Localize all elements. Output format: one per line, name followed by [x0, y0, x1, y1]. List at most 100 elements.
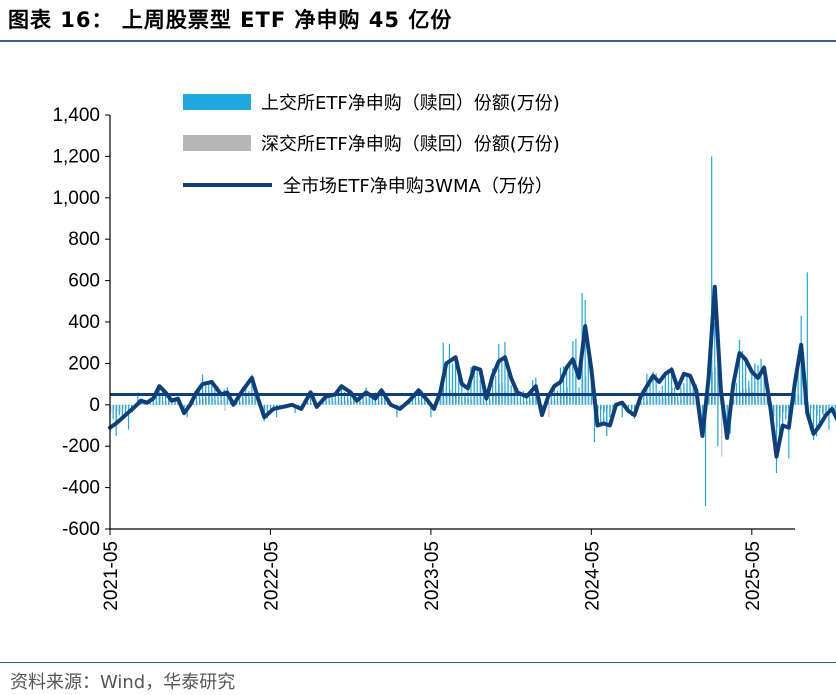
sz-bar [276, 404, 278, 407]
sh-bar [195, 396, 197, 405]
sz-bar [113, 404, 115, 410]
sh-bar [569, 363, 571, 405]
sh-bar-spike [812, 404, 815, 440]
sh-bar [572, 341, 574, 405]
sz-bar [727, 404, 729, 416]
sh-bar [485, 398, 488, 405]
sh-bar-spike [201, 392, 204, 405]
sz-bar [665, 397, 667, 405]
sz-bar [576, 396, 578, 405]
sh-bar [566, 367, 568, 405]
sh-bar [479, 379, 481, 405]
sh-bar [658, 390, 660, 405]
legend: 上交所ETF净申购（赎回）份额(万份) 深交所ETF净申购（赎回）份额(万份) 全市… [183, 93, 560, 197]
axes-layer: -600 -400 -200 0 200 400 600 800 1,000 1,200 1,400… [52, 105, 795, 611]
sh-bar [155, 389, 157, 405]
sz-bar [644, 402, 646, 405]
sh-bar [504, 341, 506, 405]
sz-bar [162, 401, 164, 405]
sh-bar [587, 342, 589, 405]
sz-bar [813, 404, 815, 410]
sh-bar [346, 395, 349, 405]
sz-bar [628, 404, 630, 406]
sh-bar [334, 396, 336, 405]
sh-bar [245, 389, 247, 405]
sz-bar [397, 404, 399, 406]
sh-bar [201, 374, 204, 405]
x-tick-label: 2023-05 [422, 541, 443, 611]
sh-bar [819, 404, 821, 430]
sz-bar [372, 402, 374, 405]
sz-bar [246, 395, 248, 405]
sz-bar [122, 404, 124, 409]
sz-bar [341, 401, 343, 405]
sz-bar [591, 397, 593, 405]
sh-bar [519, 394, 521, 405]
sh-bar [488, 388, 491, 405]
sh-bar-spike [473, 365, 475, 405]
sz-bar [474, 396, 476, 405]
sz-bar [733, 399, 735, 405]
sz-bar [458, 393, 460, 405]
sz-bar [193, 403, 195, 405]
sz-bar [116, 404, 118, 411]
sz-bar [119, 404, 121, 413]
y-tick-label: 800 [68, 229, 100, 250]
legend-label: 全市场ETF净申购3WMA（万份） [283, 176, 553, 197]
title-rule [0, 40, 836, 42]
sh-bar [220, 396, 222, 405]
sz-bar [816, 404, 818, 417]
sz-bar [761, 397, 763, 405]
sz-bar [653, 399, 655, 405]
sz-bar [242, 398, 244, 405]
sz-bar [156, 401, 158, 405]
sz-bar [412, 403, 414, 405]
sh-bar-spike [711, 156, 713, 405]
sh-bar-spike [276, 404, 278, 418]
sz-bar [523, 401, 525, 405]
sh-bar [118, 404, 120, 416]
legend-label: 上交所ETF净申购（赎回）份额(万份) [261, 93, 560, 114]
y-tick-label: 600 [68, 271, 100, 292]
sh-bar [411, 395, 413, 405]
sh-bar [667, 370, 670, 405]
sh-bar [124, 404, 127, 414]
sz-bar [650, 393, 652, 405]
sz-bar [718, 389, 720, 405]
sh-bar [738, 339, 741, 405]
sh-bar-spike [788, 404, 790, 459]
sh-bar [365, 387, 367, 405]
sz-bar-spike [548, 404, 550, 418]
y-tick-label: -600 [62, 519, 100, 540]
sz-bar-spike [175, 398, 177, 405]
sh-bar [785, 404, 787, 420]
sz-bar [483, 401, 485, 405]
sh-bar [353, 395, 355, 405]
sz-bar [446, 392, 448, 405]
sh-bar [680, 387, 682, 405]
sz-bar [597, 404, 599, 412]
sh-bar [603, 404, 605, 426]
sz-bar [566, 387, 568, 405]
sh-bar-spike [717, 404, 719, 447]
x-tick-label: 2024-05 [582, 541, 603, 611]
sz-bar [548, 401, 550, 405]
sh-bar [825, 404, 827, 414]
sh-bar [168, 398, 170, 405]
sz-bar [209, 395, 211, 405]
sz-bar [659, 399, 661, 405]
sz-bar [687, 395, 689, 405]
sh-bar [458, 371, 460, 405]
sz-bar [557, 400, 559, 405]
sh-bar-spike [828, 404, 830, 430]
sz-bar [603, 404, 605, 412]
sz-bar [128, 404, 130, 407]
sh-bar [627, 404, 629, 410]
sh-bar [751, 372, 753, 405]
sh-bar [467, 388, 469, 405]
sh-bar [760, 358, 762, 405]
sh-bar [164, 391, 167, 405]
sz-bar [165, 401, 167, 405]
y-tick-label: 0 [89, 395, 100, 416]
sz-bar [517, 401, 519, 405]
